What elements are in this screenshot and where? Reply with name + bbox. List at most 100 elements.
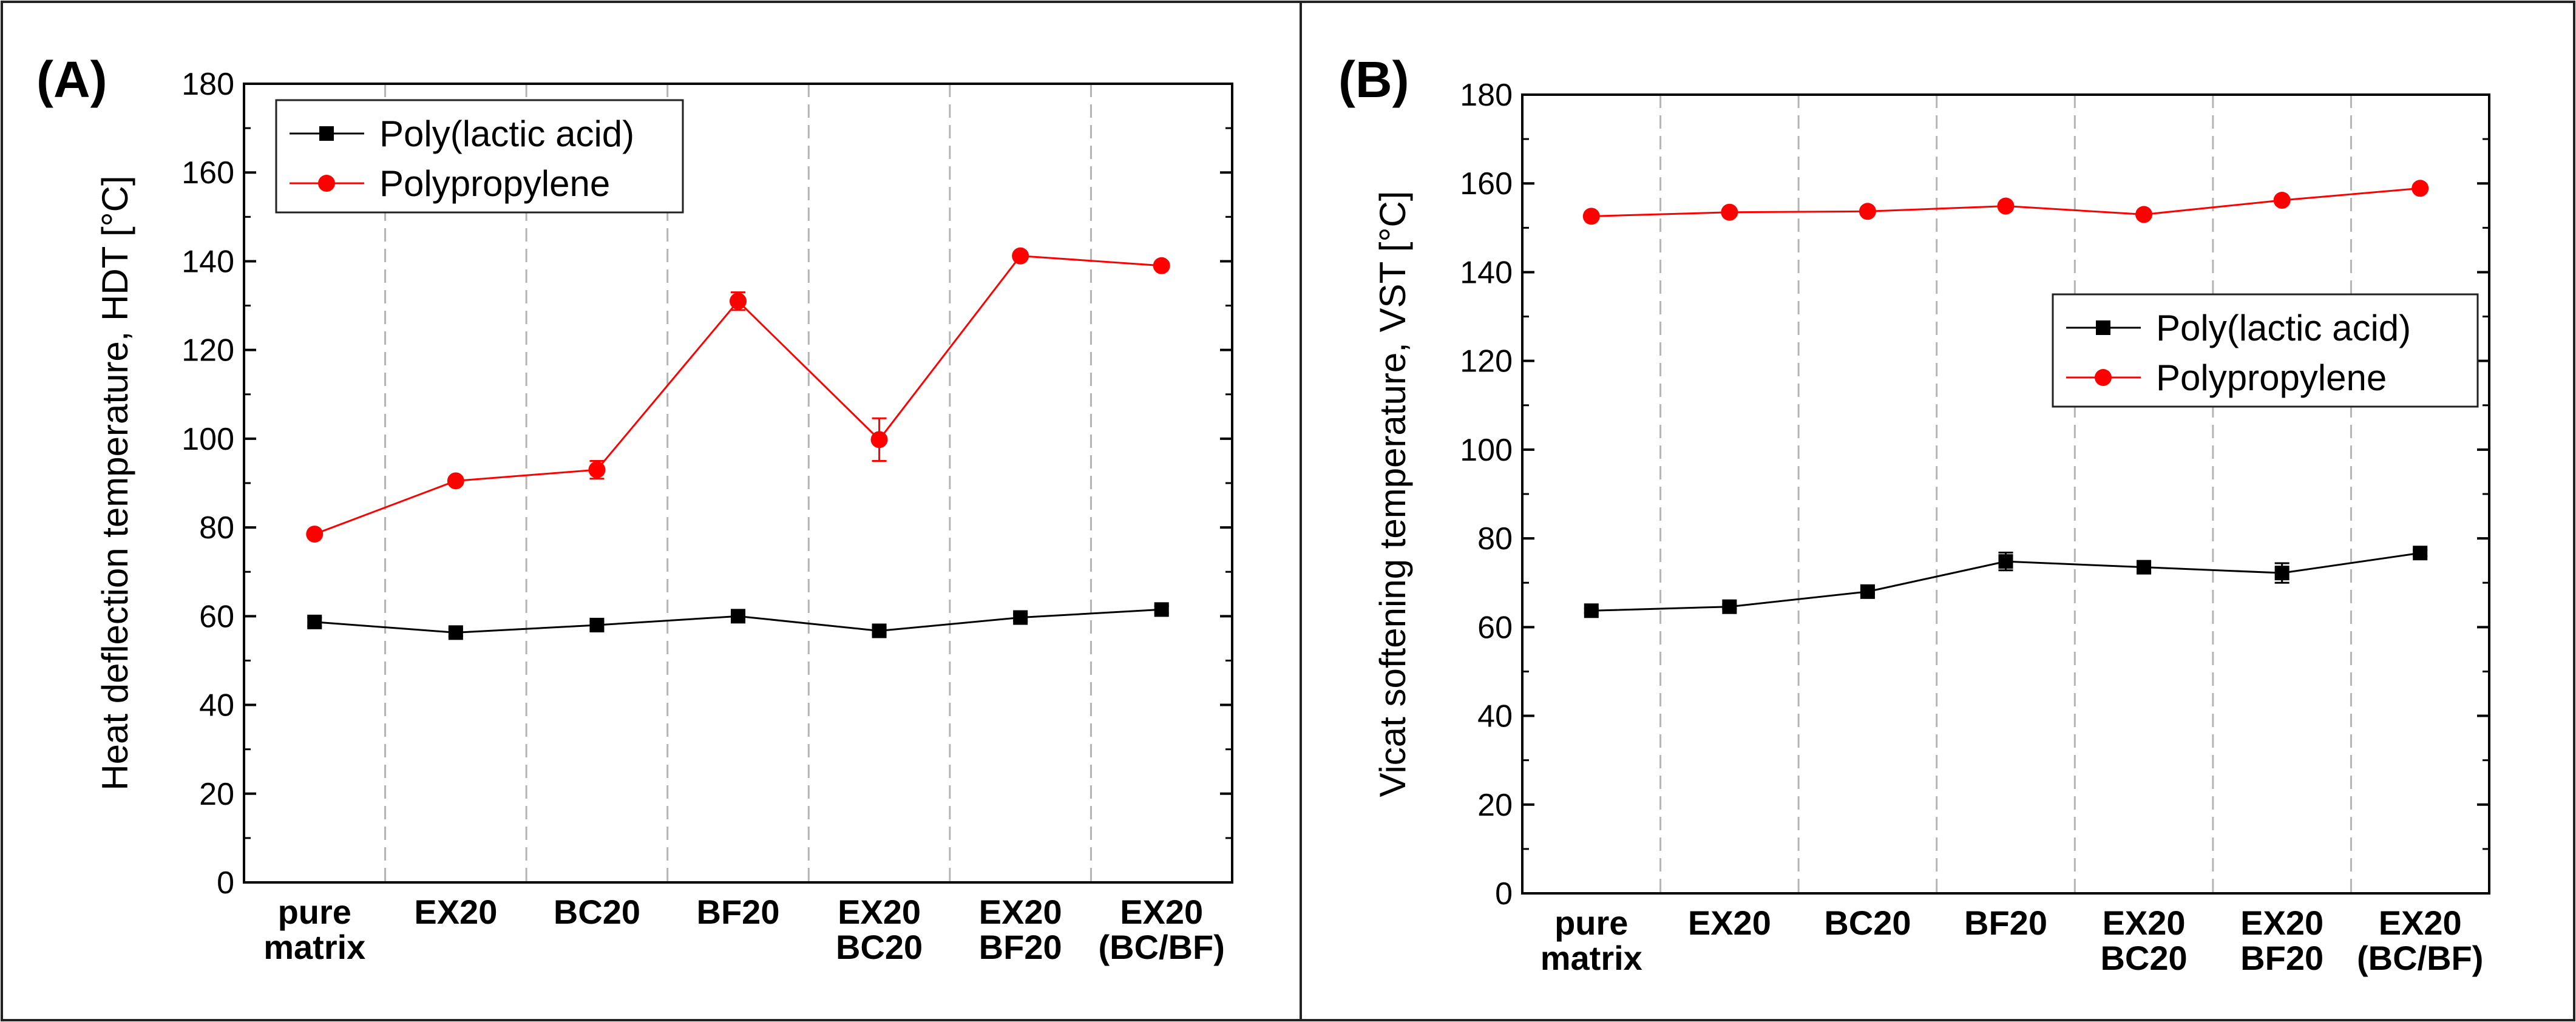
x-category-label-line: matrix — [1541, 939, 1642, 977]
legend-b: Poly(lactic acid) Polypropylene — [2052, 293, 2479, 408]
y-tick-label: 80 — [199, 510, 234, 546]
legend-entry-pla-a: Poly(lactic acid) — [290, 113, 634, 154]
x-category-label: EX20 — [414, 893, 497, 931]
legend-entry-pla-b: Poly(lactic acid) — [2066, 308, 2411, 348]
x-category-label-line: EX20 — [2103, 904, 2186, 942]
x-category-label-line: EX20 — [414, 893, 497, 931]
data-point — [307, 614, 322, 629]
legend-label-pla-a: Poly(lactic acid) — [379, 113, 634, 154]
legend-marker-pp-a — [318, 175, 335, 192]
y-tick-label: 100 — [1460, 433, 1513, 468]
chart-b: (B) 0 20 40 60 80 100 120 140 160 180 pure matrix E… — [1338, 51, 2490, 977]
data-point — [1012, 247, 1029, 265]
data-point — [1997, 197, 2015, 215]
data-point — [2412, 180, 2429, 197]
axes-b — [1521, 93, 2490, 895]
x-category-label-line: EX20 — [979, 893, 1062, 931]
y-tick-label: 160 — [1460, 166, 1513, 201]
x-category-label-line: pure — [1554, 904, 1628, 942]
data-point — [1582, 208, 1600, 225]
x-category-label: pure matrix — [263, 893, 365, 966]
data-point — [870, 431, 888, 448]
x-category-label-line: EX20 — [2379, 904, 2462, 942]
y-tick-label: 40 — [1477, 699, 1513, 734]
x-category-label: BF20 — [1964, 904, 2047, 942]
y-tick-label: 80 — [1477, 521, 1513, 557]
data-point — [2135, 206, 2153, 223]
y-tick-label: 160 — [181, 155, 234, 191]
legend-entry-pp-b: Polypropylene — [2066, 357, 2387, 398]
x-category-label: EX20 — [1688, 904, 1771, 942]
legend-label-pla-b: Poly(lactic acid) — [2156, 308, 2411, 348]
x-category-label-line: BC20 — [836, 928, 923, 966]
x-category-label: pure matrix — [1541, 904, 1642, 977]
x-category-label: EX20 BC20 — [2100, 904, 2187, 977]
data-point — [731, 609, 745, 624]
legend-box-a — [275, 99, 684, 214]
data-point — [306, 526, 324, 543]
x-category-label: EX20 (BC/BF) — [1099, 893, 1225, 966]
data-point — [2273, 192, 2291, 209]
y-tick-labels-a: 0 20 40 60 80 100 120 140 160 180 — [181, 67, 234, 901]
data-point — [1154, 602, 1169, 617]
legend-label-pp-b: Polypropylene — [2156, 357, 2387, 398]
x-category-label-line: (BC/BF) — [1099, 928, 1225, 966]
data-point — [447, 472, 464, 490]
markers-b — [1582, 180, 2429, 618]
x-category-label-line: (BC/BF) — [2357, 939, 2483, 977]
data-point — [1859, 203, 1876, 220]
x-category-label-line: BC20 — [2100, 939, 2187, 977]
data-point — [588, 461, 606, 479]
data-point — [2137, 560, 2152, 575]
x-category-label-line: BF20 — [979, 928, 1062, 966]
category-gridlines-a — [384, 84, 1092, 882]
legend-marker-pla-b — [2096, 320, 2110, 335]
data-point — [1722, 599, 1737, 614]
legend-entry-pp-a: Polypropylene — [290, 163, 610, 204]
x-category-label: BC20 — [1824, 904, 1911, 942]
markers-a — [306, 247, 1170, 640]
legend-box-b — [2052, 293, 2479, 408]
x-category-label-line: BC20 — [1824, 904, 1911, 942]
y-tick-label: 180 — [1460, 78, 1513, 113]
y-tick-label: 100 — [181, 422, 234, 457]
y-tick-label: 20 — [199, 777, 234, 812]
panel-label-b: (B) — [1338, 51, 1409, 108]
data-point — [2274, 566, 2290, 581]
data-point — [1998, 554, 2013, 569]
data-point — [1721, 203, 1738, 221]
legend-a: Poly(lactic acid) Polypropylene — [275, 99, 684, 214]
y-tick-label: 20 — [1477, 788, 1513, 823]
x-category-label-line: BC20 — [554, 893, 640, 931]
y-tick-labels-b: 0 20 40 60 80 100 120 140 160 180 — [1460, 78, 1513, 912]
y-tick-label: 140 — [181, 244, 234, 279]
y-axis-title-a: Heat deflection temperature, HDT [°C] — [95, 175, 135, 790]
x-category-label-line: EX20 — [838, 893, 921, 931]
x-category-label: BC20 — [554, 893, 640, 931]
y-tick-label: 60 — [199, 599, 234, 634]
data-point — [2413, 546, 2428, 561]
x-category-label-line: EX20 — [1688, 904, 1771, 942]
x-category-label-line: matrix — [263, 928, 365, 966]
x-category-label-line: EX20 — [1120, 893, 1203, 931]
legend-label-pp-a: Polypropylene — [379, 163, 610, 204]
y-axis-title-b: Vicat softening temperature, VST [°C] — [1372, 191, 1413, 797]
y-tick-label: 120 — [1460, 344, 1513, 379]
category-gridlines-b — [1659, 95, 2352, 893]
x-category-label: EX20 BF20 — [2240, 904, 2323, 977]
panel-label-a: (A) — [36, 51, 107, 108]
y-tick-label: 140 — [1460, 255, 1513, 290]
y-tick-label: 0 — [1495, 876, 1513, 912]
data-point — [1584, 603, 1599, 618]
x-category-label: BF20 — [697, 893, 780, 931]
x-category-label-line: BF20 — [1964, 904, 2047, 942]
data-point — [1860, 584, 1875, 599]
x-category-label: EX20 (BC/BF) — [2357, 904, 2483, 977]
y-tick-label: 180 — [181, 67, 234, 102]
x-category-label-line: BF20 — [697, 893, 780, 931]
y-tick-label: 120 — [181, 333, 234, 368]
data-point — [1013, 610, 1028, 625]
